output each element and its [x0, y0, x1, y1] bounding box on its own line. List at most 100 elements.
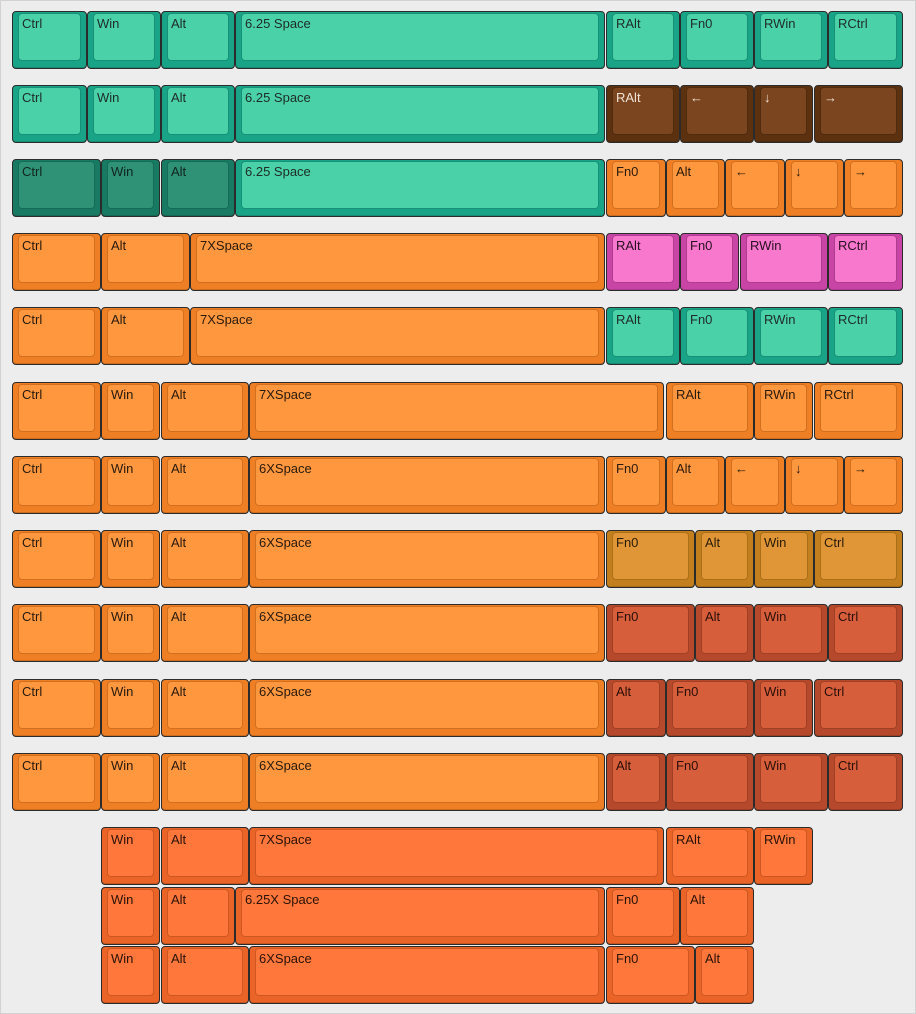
keycap: Win — [754, 604, 828, 662]
keycap: Ctrl — [828, 753, 903, 811]
keycap-label: Win — [111, 461, 134, 476]
keycap-label: Alt — [111, 238, 127, 253]
keycap: 6.25 Space — [235, 11, 605, 69]
keycap: Fn0 — [606, 530, 695, 588]
keycap-label: RCtrl — [838, 312, 868, 327]
keycap-label: RWin — [750, 238, 782, 253]
keycap-top: Win — [761, 533, 807, 579]
keycap: Alt — [161, 887, 235, 945]
keycap-label: 6.25 Space — [245, 164, 311, 179]
keycap-top: Fn0 — [673, 682, 747, 728]
keycap-label: Alt — [171, 684, 187, 699]
keycap-top: Fn0 — [613, 607, 688, 653]
keycap: Ctrl — [12, 679, 101, 737]
keycap-top: Ctrl — [19, 607, 94, 653]
keycap: Ctrl — [12, 604, 101, 662]
keycap-top: RCtrl — [835, 14, 896, 60]
keycap: Win — [101, 456, 160, 514]
keycap: → — [844, 159, 903, 217]
keycap-label: Win — [111, 892, 134, 907]
keycap-top: RAlt — [613, 236, 673, 282]
keycap: RAlt — [606, 233, 680, 291]
keycap-top: RWin — [761, 385, 806, 431]
keycap-label: Win — [764, 684, 787, 699]
keycap: 7XSpace — [249, 382, 664, 440]
keycap: Alt — [161, 946, 249, 1004]
keycap-label: Ctrl — [22, 535, 43, 550]
keycap-top: Alt — [168, 533, 242, 579]
keycap: RWin — [754, 11, 828, 69]
keycap: Fn0 — [680, 307, 754, 365]
keycap-label: Fn0 — [676, 684, 699, 699]
keycap: Alt — [666, 456, 725, 514]
keycap-top: Alt — [168, 607, 242, 653]
keycap-top: 7XSpace — [256, 830, 657, 876]
keycap-top: Win — [94, 88, 154, 134]
keycap-label: Ctrl — [22, 461, 43, 476]
keycap: Win — [101, 827, 160, 885]
keycap-label: Fn0 — [616, 461, 639, 476]
keycap: RCtrl — [828, 307, 903, 365]
keycap-label: Alt — [616, 684, 632, 699]
keycap-label: Ctrl — [22, 164, 43, 179]
keycap: Alt — [161, 85, 235, 143]
keycap: ↓ — [754, 85, 813, 143]
keycap-label: Ctrl — [22, 609, 43, 624]
keycap-top: Ctrl — [835, 607, 896, 653]
keycap-label: Alt — [171, 535, 187, 550]
keycap-label: Win — [111, 535, 134, 550]
keycap-top: Win — [108, 890, 153, 936]
keycap-top: Ctrl — [19, 682, 94, 728]
keycap: 6.25X Space — [235, 887, 605, 945]
keycap-top: Fn0 — [687, 310, 747, 356]
keycap: Alt — [161, 604, 249, 662]
keycap: RWin — [740, 233, 828, 291]
keycap: Ctrl — [814, 530, 903, 588]
keycap: Alt — [680, 887, 754, 945]
keycap: RCtrl — [828, 11, 903, 69]
keycap-top: RWin — [761, 310, 821, 356]
keycap-label: 6XSpace — [259, 535, 312, 550]
keycap-top: Ctrl — [821, 682, 896, 728]
keycap-label: RAlt — [676, 387, 701, 402]
keycap-top: → — [821, 88, 896, 134]
keycap: Alt — [666, 159, 725, 217]
keycap: 6XSpace — [249, 679, 605, 737]
keycap-label: Win — [111, 609, 134, 624]
keycap-label: RCtrl — [838, 238, 868, 253]
keycap-label: RWin — [764, 832, 796, 847]
keycap-top: Alt — [702, 949, 747, 995]
keycap: Alt — [161, 456, 249, 514]
keycap: Ctrl — [828, 604, 903, 662]
keycap-label: ← — [690, 90, 703, 105]
keycap-top: Alt — [687, 890, 747, 936]
keycap-label: RCtrl — [838, 16, 868, 31]
keycap-top: Alt — [108, 236, 183, 282]
keycap: → — [844, 456, 903, 514]
keycap-top: Alt — [702, 607, 747, 653]
keycap: Win — [101, 946, 160, 1004]
keycap: Alt — [695, 530, 754, 588]
keycap: RAlt — [606, 85, 680, 143]
keycap-top: Ctrl — [835, 756, 896, 802]
keycap: Alt — [101, 233, 190, 291]
keycap-top: Win — [761, 682, 806, 728]
keycap: Alt — [695, 604, 754, 662]
keycap-label: Win — [764, 609, 787, 624]
keycap-top: Fn0 — [687, 14, 747, 60]
keycap-top: ↓ — [792, 162, 837, 208]
keycap: → — [814, 85, 903, 143]
keycap-top: 6.25 Space — [242, 162, 598, 208]
keycap-top: 6XSpace — [256, 533, 598, 579]
keycap: Win — [101, 753, 160, 811]
keycap-label: Alt — [171, 90, 187, 105]
keycap-label: 7XSpace — [200, 312, 253, 327]
keycap: Win — [101, 604, 160, 662]
keycap-label: Fn0 — [616, 892, 639, 907]
keycap-top: Ctrl — [19, 236, 94, 282]
keycap-label: Ctrl — [824, 684, 845, 699]
keycap-top: Fn0 — [613, 890, 673, 936]
keycap-top: Alt — [168, 459, 242, 505]
keycap: Fn0 — [606, 946, 695, 1004]
keycap: Fn0 — [606, 159, 666, 217]
